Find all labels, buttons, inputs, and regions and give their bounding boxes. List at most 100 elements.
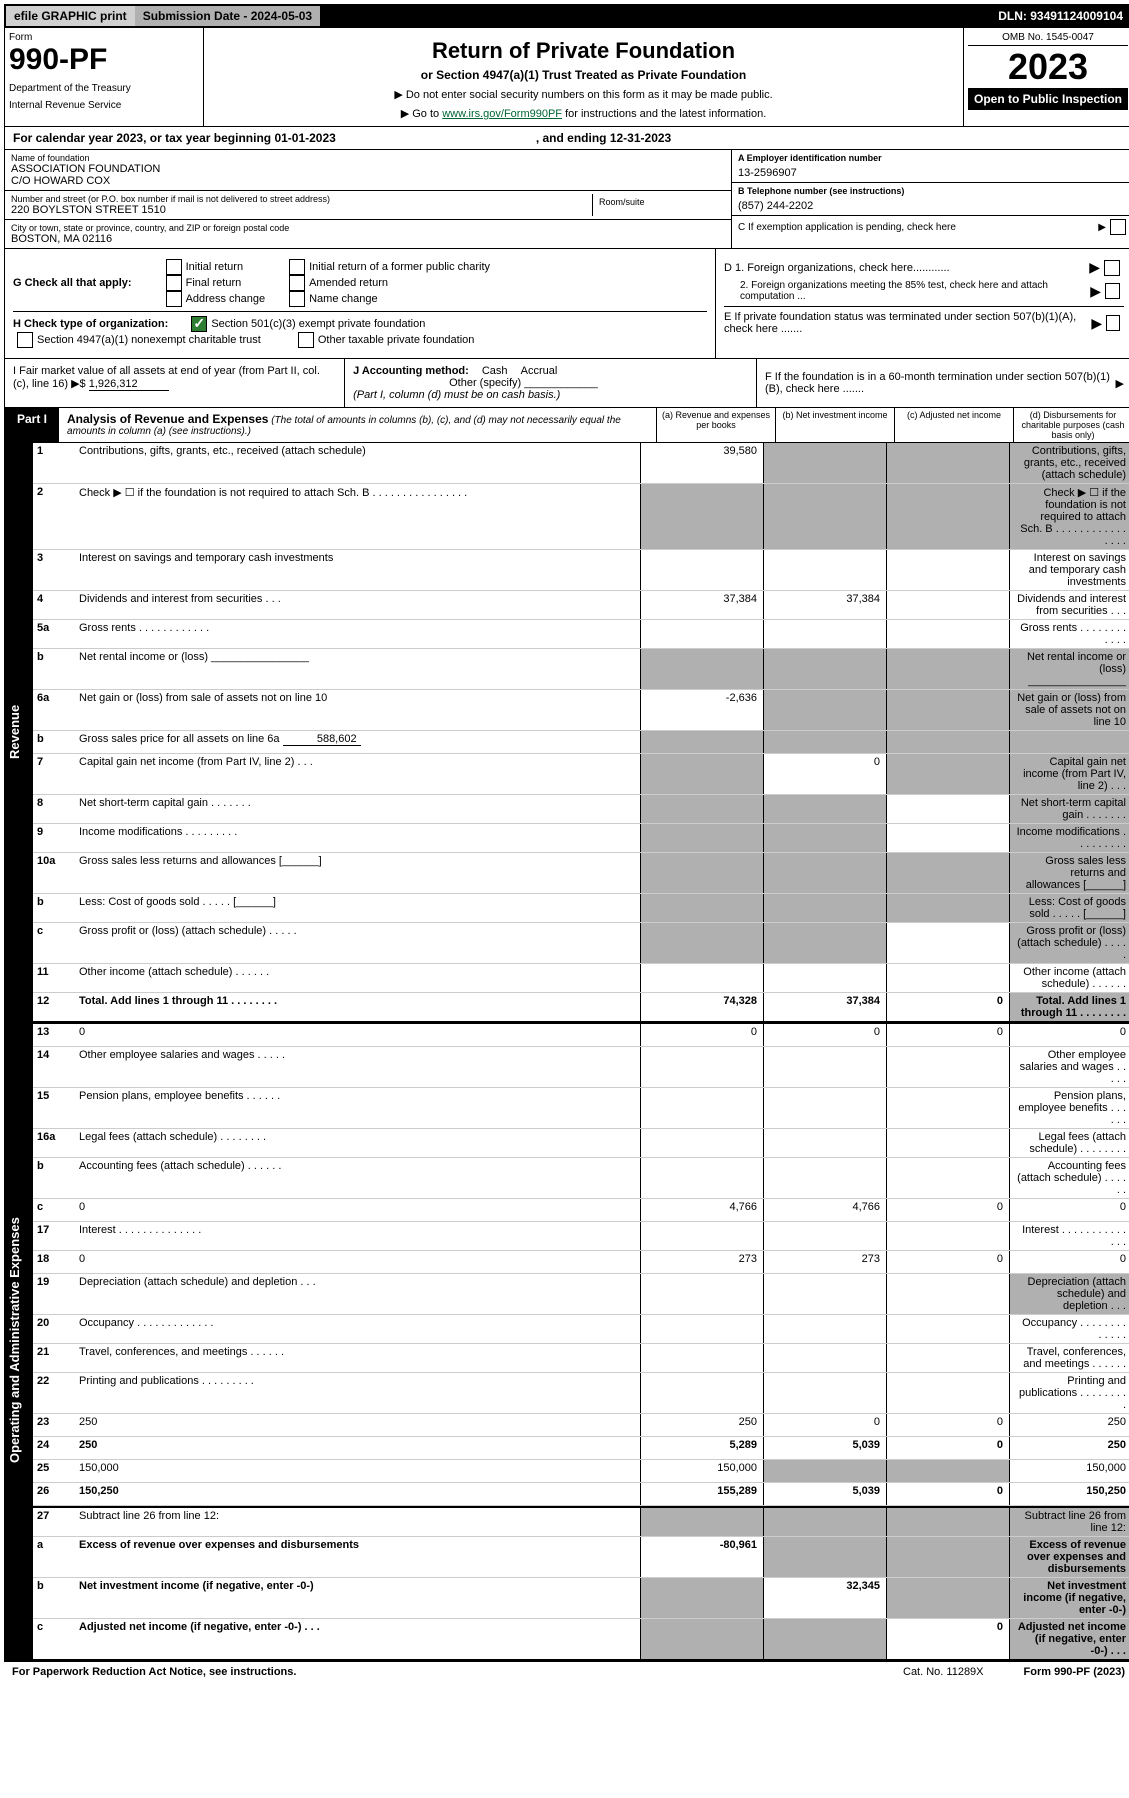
table-row: aExcess of revenue over expenses and dis… <box>33 1537 1129 1578</box>
revenue-body: 1Contributions, gifts, grants, etc., rec… <box>33 443 1129 1021</box>
h-row: H Check type of organization: Section 50… <box>13 311 707 348</box>
value-cell-a: 155,289 <box>640 1483 763 1505</box>
value-cell-d: Income modifications . . . . . . . . . <box>1009 824 1129 852</box>
value-cell-b <box>763 1344 886 1372</box>
value-cell-c: 0 <box>886 1414 1009 1436</box>
value-cell-d: Legal fees (attach schedule) . . . . . .… <box>1009 1129 1129 1157</box>
table-row: 1Contributions, gifts, grants, etc., rec… <box>33 443 1129 484</box>
value-cell-c <box>886 1047 1009 1087</box>
value-cell-c <box>886 690 1009 730</box>
checkbox-name-change[interactable] <box>289 291 305 307</box>
value-cell-b <box>763 1047 886 1087</box>
catalog-number: Cat. No. 11289X <box>903 1666 984 1678</box>
city-state-zip: BOSTON, MA 02116 <box>11 233 725 245</box>
part1-title-cell: Analysis of Revenue and Expenses (The to… <box>59 408 656 442</box>
table-row: cGross profit or (loss) (attach schedule… <box>33 923 1129 964</box>
checkbox-other-taxable[interactable] <box>298 332 314 348</box>
arrow-icon: ▶ <box>1090 283 1101 300</box>
entity-block: Name of foundation ASSOCIATION FOUNDATIO… <box>4 150 1129 249</box>
cal-year-end: , and ending 12-31-2023 <box>536 131 671 145</box>
city-label: City or town, state or province, country… <box>11 223 725 233</box>
value-cell-b: 0 <box>763 1414 886 1436</box>
top-bar: efile GRAPHIC print Submission Date - 20… <box>4 4 1129 28</box>
col-d-header: (d) Disbursements for charitable purpose… <box>1013 408 1129 442</box>
value-cell-c <box>886 731 1009 753</box>
tax-year: 2023 <box>968 46 1128 88</box>
value-cell-d: 250 <box>1009 1437 1129 1459</box>
checkbox-501c3[interactable] <box>191 316 207 332</box>
h-label: H Check type of organization: <box>13 318 168 330</box>
table-row: 2Check ▶ ☐ if the foundation is not requ… <box>33 484 1129 550</box>
value-cell-a <box>640 1508 763 1536</box>
line-number: 22 <box>33 1373 75 1413</box>
ijf-row: I Fair market value of all assets at end… <box>4 359 1129 408</box>
c-checkbox[interactable] <box>1110 219 1126 235</box>
form-ref: Form 990-PF (2023) <box>1024 1666 1125 1678</box>
value-cell-c <box>886 443 1009 483</box>
revenue-tab: Revenue <box>5 443 33 1021</box>
checkbox-4947[interactable] <box>17 332 33 348</box>
line-number: 3 <box>33 550 75 590</box>
paperwork-notice: For Paperwork Reduction Act Notice, see … <box>12 1666 296 1678</box>
value-cell-d: Gross sales less returns and allowances … <box>1009 853 1129 893</box>
value-cell-b <box>763 824 886 852</box>
checkbox-address[interactable] <box>166 291 182 307</box>
table-row: c04,7664,76600 <box>33 1199 1129 1222</box>
table-row: 10a Gross sales less returns and allowanc… <box>33 853 1129 894</box>
value-cell-b <box>763 443 886 483</box>
phone-value: (857) 244-2202 <box>738 200 1126 212</box>
arrow-icon: ▶ <box>1091 315 1102 332</box>
checkbox-d2[interactable] <box>1105 283 1120 299</box>
value-cell-a <box>640 550 763 590</box>
value-cell-d: Gross rents . . . . . . . . . . . . <box>1009 620 1129 648</box>
ein-value: 13-2596907 <box>738 167 1126 179</box>
line-description: Interest . . . . . . . . . . . . . . <box>75 1222 640 1250</box>
c-pending-cell: C If exemption application is pending, c… <box>732 216 1129 238</box>
line-number: 10a <box>33 853 75 893</box>
opt-4947: Section 4947(a)(1) nonexempt charitable … <box>37 334 261 346</box>
value-cell-a <box>640 1129 763 1157</box>
checkbox-e[interactable] <box>1106 315 1120 331</box>
table-row: 14Other employee salaries and wages . . … <box>33 1047 1129 1088</box>
ein-label: A Employer identification number <box>738 153 1126 163</box>
value-cell-d: Total. Add lines 1 through 11 . . . . . … <box>1009 993 1129 1021</box>
checkbox-amended[interactable] <box>289 275 305 291</box>
value-cell-a <box>640 964 763 992</box>
checkbox-initial[interactable] <box>166 259 182 275</box>
value-cell-c <box>886 484 1009 549</box>
table-row: 25150,000150,000150,000 <box>33 1460 1129 1483</box>
value-cell-a <box>640 649 763 689</box>
value-cell-c: 0 <box>886 1619 1009 1659</box>
value-cell-a <box>640 1158 763 1198</box>
value-cell-a: 37,384 <box>640 591 763 619</box>
line-number: b <box>33 1578 75 1618</box>
value-cell-a <box>640 1373 763 1413</box>
opt-initial-former: Initial return of a former public charit… <box>309 261 490 273</box>
street-address: 220 BOYLSTON STREET 1510 <box>11 204 592 216</box>
entity-left: Name of foundation ASSOCIATION FOUNDATIO… <box>5 150 731 248</box>
checkbox-final[interactable] <box>166 275 182 291</box>
checkbox-initial-former[interactable] <box>289 259 305 275</box>
irs-link[interactable]: www.irs.gov/Form990PF <box>442 108 562 120</box>
value-cell-d: 0 <box>1009 1251 1129 1273</box>
value-cell-a: 273 <box>640 1251 763 1273</box>
checkbox-d1[interactable] <box>1104 260 1120 276</box>
table-row: 18027327300 <box>33 1251 1129 1274</box>
value-cell-c: 0 <box>886 993 1009 1021</box>
value-cell-b <box>763 1222 886 1250</box>
line-description: 0 <box>75 1199 640 1221</box>
line-description: Other employee salaries and wages . . . … <box>75 1047 640 1087</box>
expenses-table: Operating and Administrative Expenses 13… <box>4 1022 1129 1660</box>
table-row: 11Other income (attach schedule) . . . .… <box>33 964 1129 993</box>
value-cell-b <box>763 1158 886 1198</box>
header-left: Form 990-PF Department of the Treasury I… <box>5 28 204 126</box>
value-cell-c <box>886 1578 1009 1618</box>
line-number: c <box>33 1199 75 1221</box>
line-description: Excess of revenue over expenses and disb… <box>75 1537 640 1577</box>
entity-right: A Employer identification number 13-2596… <box>731 150 1129 248</box>
g-label: G Check all that apply: <box>13 277 132 289</box>
value-cell-b: 0 <box>763 754 886 794</box>
line-description: Capital gain net income (from Part IV, l… <box>75 754 640 794</box>
value-cell-a <box>640 754 763 794</box>
value-cell-b <box>763 1129 886 1157</box>
